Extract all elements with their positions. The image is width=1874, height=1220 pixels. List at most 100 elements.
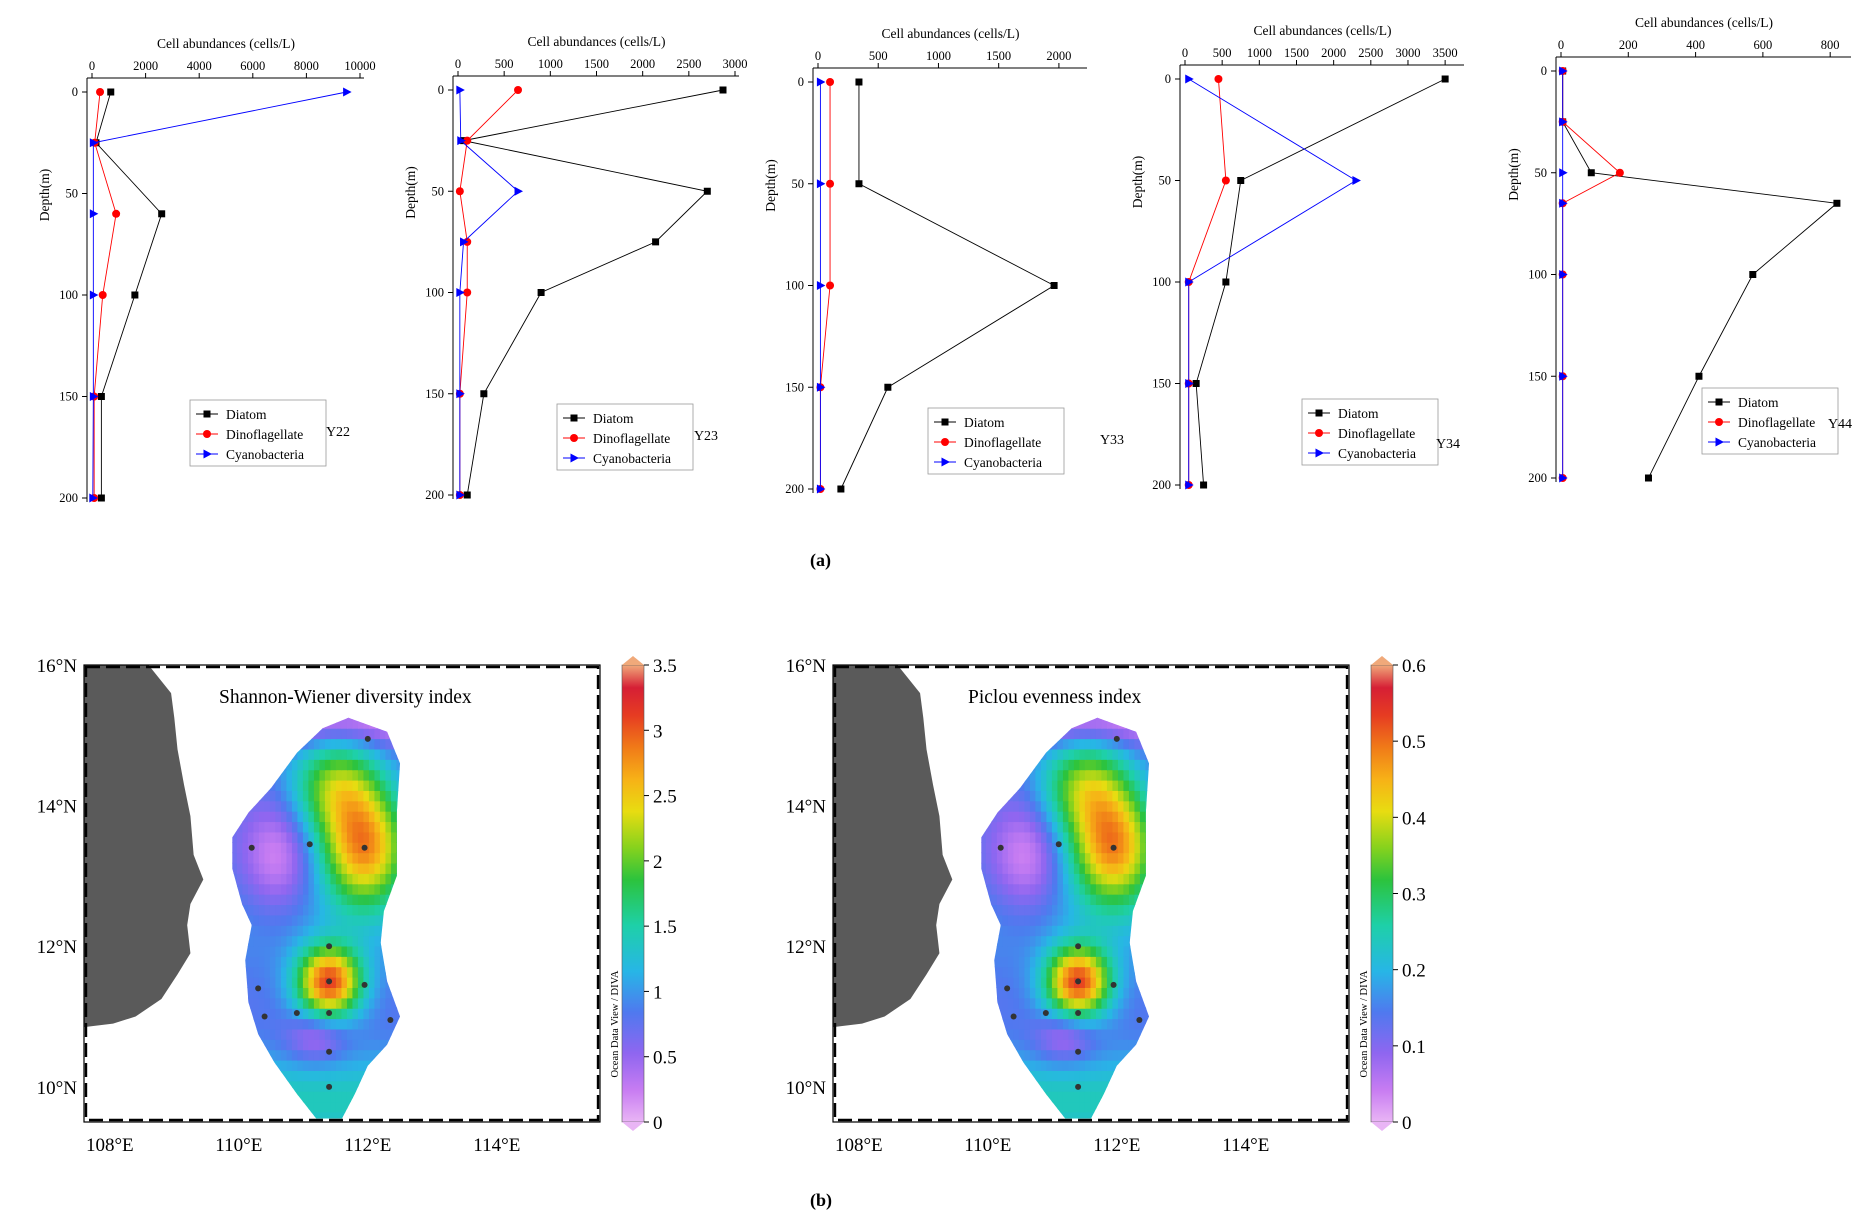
heat-cell [291,987,299,999]
heat-cell [258,717,266,729]
heat-cell [1018,924,1026,937]
heat-cell [991,956,998,968]
heat-cell [407,904,413,915]
heat-cell [1057,1101,1064,1113]
heat-cell [1079,987,1086,999]
heat-cell [346,810,354,823]
heat-cell [302,966,310,978]
heat-cell [280,727,288,740]
heat-cell [996,1080,1004,1092]
heat-cell [991,883,998,895]
heat-cell [242,976,249,988]
heat-cell [330,976,337,988]
heat-cell [313,759,321,771]
heat-cell [368,821,376,833]
heat-cell [253,717,260,729]
heat-cell [1079,810,1086,823]
heat-cell [346,759,354,771]
heat-cell [374,831,381,843]
diatom-point [537,289,545,296]
heat-cell [1090,717,1097,719]
heat-cell [232,883,238,895]
heat-cell [390,935,398,947]
heat-cell [402,883,408,894]
station-dot [361,981,368,988]
heat-cell [264,810,271,823]
heat-cell [1024,1080,1031,1092]
heat-cell [313,956,321,968]
heat-cell [1106,956,1114,968]
heat-cell [341,1059,348,1071]
heat-cell [407,935,413,946]
heat-cell [264,1070,271,1082]
heat-cell [1156,977,1162,988]
heat-cell [374,821,381,833]
dinoflagellate-point [98,291,107,299]
dinoflagellate-point [455,187,464,196]
heat-cell [253,748,260,760]
heat-cell [1112,1059,1119,1071]
heat-cell [1062,997,1070,1009]
heat-cell [264,779,271,791]
heat-cell [280,759,288,771]
heat-cell [280,945,288,957]
legend-marker [941,457,950,467]
heat-cell [1007,862,1015,874]
heat-cell [1073,1101,1081,1113]
heat-cell [330,935,337,947]
y-tick-label: 0 [72,85,78,99]
heat-cell [1079,883,1086,895]
heat-cell [1145,1007,1150,1020]
heat-cell [1079,1090,1086,1103]
heat-cell [981,935,987,947]
heat-cell [280,1080,288,1092]
heat-cell [330,987,337,999]
heat-cell [1007,790,1015,802]
heat-cell [275,1039,282,1051]
x-tick-label: 6000 [240,59,265,73]
heat-cell [341,1090,348,1103]
heat-cell [1101,1101,1108,1113]
heat-cell [324,717,332,719]
heat-cell [996,976,1004,988]
heat-cell [242,987,249,999]
heat-cell [302,997,310,1009]
lat-tick-label: 14°N [37,797,78,818]
heat-cell [291,769,299,781]
heat-cell [1035,1070,1042,1082]
heat-cell [1068,893,1075,906]
heat-cell [352,852,359,864]
heat-cell [352,966,359,978]
heat-cell [991,831,998,843]
heat-cell [247,1039,255,1051]
heat-cell [357,1070,365,1082]
heat-cell [313,1070,321,1082]
heat-cell [302,1059,310,1071]
heat-cell [407,738,413,749]
heat-cell [368,841,376,854]
heat-cell [308,1101,315,1113]
heat-cell [1084,759,1092,771]
heat-cell [226,863,232,874]
heat-cell [1051,914,1059,926]
heat-cell [390,810,398,823]
heat-cell [1079,769,1086,781]
heat-cell [1007,769,1015,781]
heat-cell [1051,831,1059,843]
heat-cell [402,998,408,1009]
heat-cell [352,779,359,791]
heat-cell [264,790,271,802]
cyanobacteria-point [1185,379,1194,388]
heat-cell [1057,748,1064,760]
legend-box [1301,398,1439,466]
heat-cell [1024,997,1031,1009]
heat-cell [363,1070,370,1082]
heat-cell [286,841,293,854]
heat-cell [981,1007,987,1020]
diatom-point [1749,271,1757,278]
station-dot [361,844,368,851]
heat-cell [286,1049,293,1061]
heat-cell [1156,883,1162,894]
heat-cell [379,1018,387,1030]
heat-cell [1079,904,1086,916]
